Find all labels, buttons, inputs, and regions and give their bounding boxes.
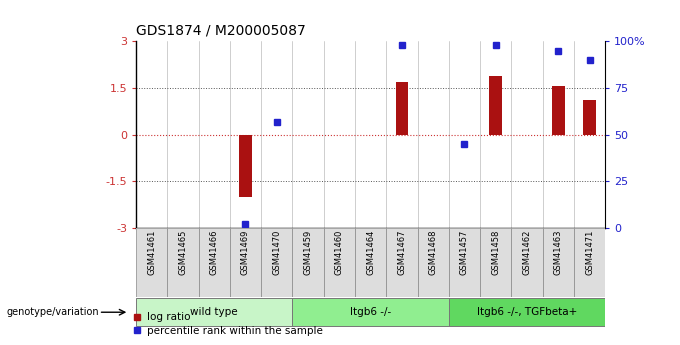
- Bar: [418, 228, 449, 297]
- Text: GSM41458: GSM41458: [491, 230, 500, 275]
- Text: GSM41462: GSM41462: [522, 230, 532, 275]
- Bar: [490, 76, 502, 135]
- Text: GSM41463: GSM41463: [554, 230, 563, 275]
- Bar: [292, 298, 449, 326]
- Bar: [583, 100, 596, 135]
- Bar: [261, 228, 292, 297]
- Text: GSM41457: GSM41457: [460, 230, 469, 275]
- Bar: [167, 228, 199, 297]
- Text: GSM41469: GSM41469: [241, 230, 250, 275]
- Text: GSM41459: GSM41459: [303, 230, 313, 275]
- Text: GSM41461: GSM41461: [147, 230, 156, 275]
- Text: GSM41465: GSM41465: [178, 230, 188, 275]
- Legend: log ratio, percentile rank within the sample: log ratio, percentile rank within the sa…: [128, 308, 328, 340]
- Text: genotype/variation: genotype/variation: [7, 307, 99, 317]
- Bar: [543, 228, 574, 297]
- Bar: [230, 228, 261, 297]
- Text: GSM41468: GSM41468: [428, 230, 438, 275]
- Bar: [511, 228, 543, 297]
- Bar: [355, 228, 386, 297]
- Bar: [449, 228, 480, 297]
- Text: GSM41464: GSM41464: [366, 230, 375, 275]
- Text: GDS1874 / M200005087: GDS1874 / M200005087: [136, 23, 306, 38]
- Bar: [574, 228, 605, 297]
- Text: Itgb6 -/-, TGFbeta+: Itgb6 -/-, TGFbeta+: [477, 307, 577, 317]
- Bar: [324, 228, 355, 297]
- Text: wild type: wild type: [190, 307, 238, 317]
- Text: GSM41460: GSM41460: [335, 230, 344, 275]
- Bar: [199, 228, 230, 297]
- Bar: [480, 228, 511, 297]
- Bar: [136, 298, 292, 326]
- Bar: [552, 87, 564, 135]
- Text: Itgb6 -/-: Itgb6 -/-: [350, 307, 391, 317]
- Bar: [396, 82, 408, 135]
- Bar: [239, 135, 252, 197]
- Bar: [386, 228, 418, 297]
- Bar: [136, 228, 167, 297]
- Text: GSM41471: GSM41471: [585, 230, 594, 275]
- Text: GSM41470: GSM41470: [272, 230, 282, 275]
- Bar: [449, 298, 605, 326]
- Bar: [292, 228, 324, 297]
- Text: GSM41467: GSM41467: [397, 230, 407, 275]
- Text: GSM41466: GSM41466: [209, 230, 219, 275]
